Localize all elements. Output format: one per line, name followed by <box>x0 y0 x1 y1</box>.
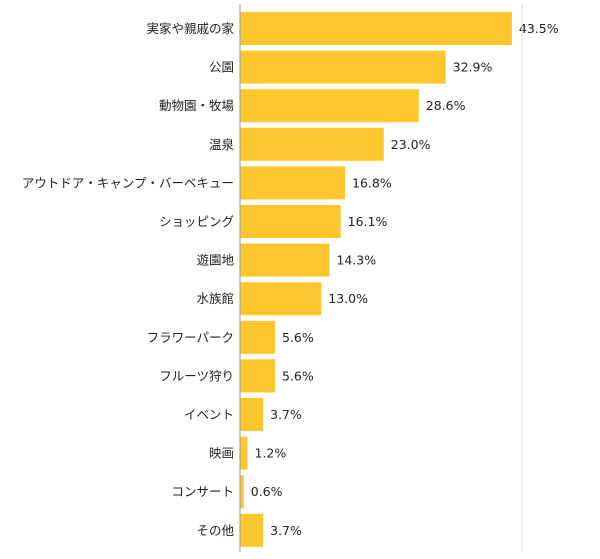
bar-3 <box>240 89 419 123</box>
value-labels-group: 43.5% 32.9% 28.6% 23.0% 16.8% 16.1% 14.3% 13.0%… <box>251 21 559 538</box>
bar-6 <box>240 205 341 238</box>
category-label: 公園 <box>209 60 234 75</box>
bar-7 <box>240 243 330 277</box>
bar-8 <box>240 282 322 316</box>
value-label: 0.6% <box>251 484 283 499</box>
value-label: 28.6% <box>426 98 466 113</box>
category-label: フルーツ狩り <box>159 368 234 383</box>
bar-11 <box>240 398 264 431</box>
value-label: 1.2% <box>255 446 287 461</box>
bar-4 <box>240 127 384 161</box>
bar-9 <box>240 320 275 354</box>
value-label: 14.3% <box>336 253 376 268</box>
category-label: その他 <box>196 523 234 538</box>
bar-10 <box>240 359 275 393</box>
category-label: 水族館 <box>196 291 234 306</box>
value-label: 32.9% <box>453 60 493 75</box>
category-label: コンサート <box>171 484 234 499</box>
category-label: 遊園地 <box>196 253 234 268</box>
bar-2 <box>240 50 446 84</box>
category-label: ショッピング <box>159 214 234 229</box>
bar-14 <box>240 513 264 547</box>
category-labels-group: 実家や親戚の家公園動物園・牧場温泉アウトドア・キャンプ・バーベキューショッピング… <box>22 21 235 538</box>
category-label: 温泉 <box>209 137 235 152</box>
bar-12 <box>240 436 248 470</box>
value-label: 43.5% <box>519 21 559 36</box>
value-label: 16.1% <box>348 214 388 229</box>
category-label: 動物園・牧場 <box>159 98 234 113</box>
bars-group <box>240 12 512 547</box>
category-label: フラワーパーク <box>147 330 234 345</box>
value-label: 16.8% <box>352 175 392 190</box>
bar-13 <box>240 475 244 509</box>
bar-1 <box>240 12 512 45</box>
category-label: 映画 <box>209 446 234 461</box>
value-label: 3.7% <box>270 407 302 422</box>
category-label: イベント <box>184 407 234 422</box>
category-label: アウトドア・キャンプ・バーベキュー <box>22 175 234 190</box>
value-label: 23.0% <box>391 137 431 152</box>
value-label: 5.6% <box>282 330 314 345</box>
category-label: 実家や親戚の家 <box>146 21 234 36</box>
value-label: 5.6% <box>282 368 314 383</box>
value-label: 13.0% <box>328 291 368 306</box>
bar-5 <box>240 166 345 200</box>
value-label: 3.7% <box>270 523 302 538</box>
